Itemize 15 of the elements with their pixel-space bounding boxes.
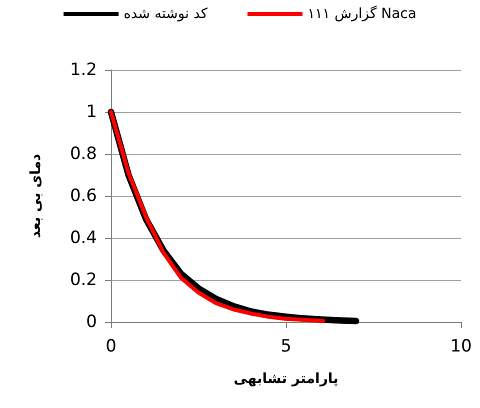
x-tick-label: 10: [450, 336, 472, 356]
legend-label: گزارش ۱۱۱ Naca: [308, 5, 416, 22]
y-tick-label: 0.2: [70, 270, 97, 290]
line-series: [109, 110, 326, 323]
x-tick-label: 5: [280, 336, 292, 356]
x-tick-label: 0: [106, 336, 116, 356]
x-axis-title: پارامتر تشابهی: [234, 371, 338, 387]
y-tick-label: 1: [86, 102, 97, 122]
y-tick-label: 0: [86, 312, 97, 332]
y-tick-label: 0.8: [70, 144, 97, 164]
legend-label: کد نوشته شده: [124, 6, 208, 22]
y-tick-label: 0.4: [70, 228, 97, 248]
y-axis-title: دمای بی بعد: [28, 154, 44, 238]
y-tick-label: 1.2: [70, 60, 97, 80]
y-tick-label: 0.6: [70, 186, 97, 206]
